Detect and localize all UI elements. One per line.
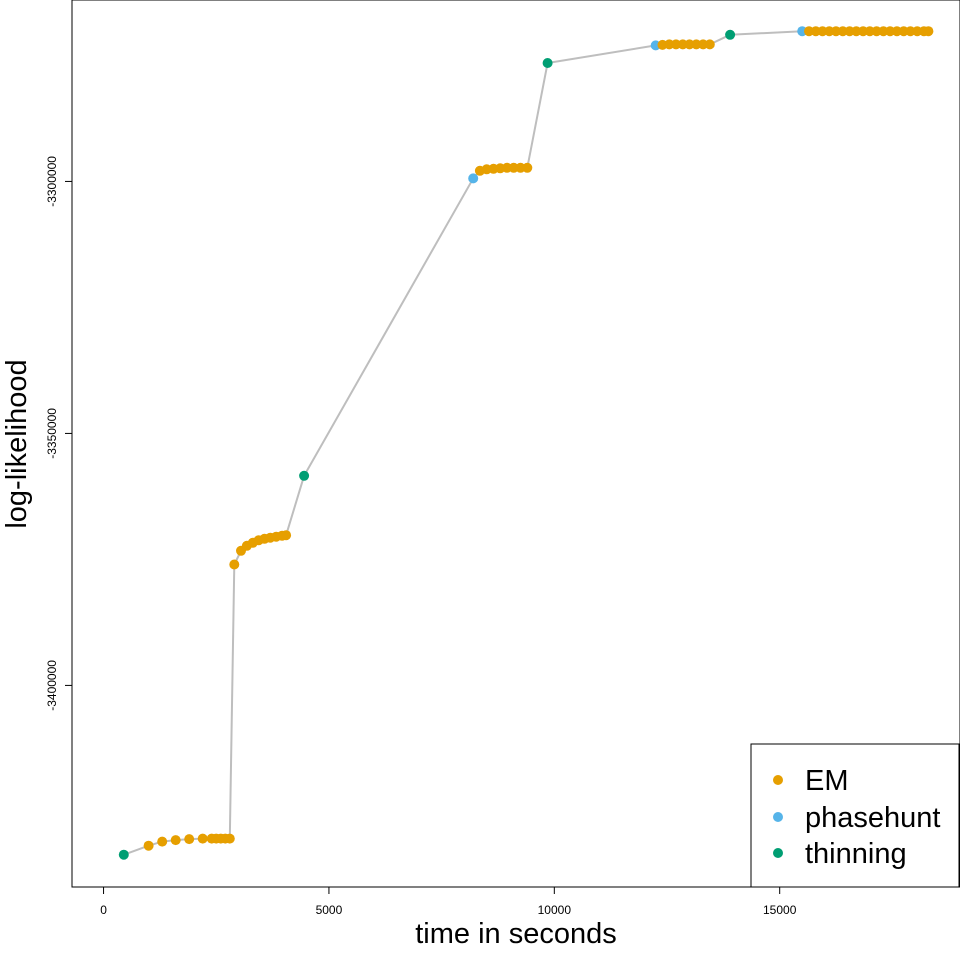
point-em bbox=[197, 833, 208, 844]
x-tick-label: 0 bbox=[100, 903, 107, 917]
x-tick-label: 10000 bbox=[538, 903, 572, 917]
legend-box bbox=[750, 743, 960, 888]
point-em bbox=[923, 26, 934, 37]
axes: 0 5000 10000 15000 -3300000 -3350000 -3400000 bbox=[45, 156, 797, 917]
point-thinning bbox=[118, 849, 129, 860]
point-em bbox=[224, 833, 235, 844]
point-em bbox=[704, 39, 715, 50]
point-phasehunt bbox=[468, 173, 479, 184]
point-em bbox=[170, 835, 181, 846]
point-em bbox=[229, 559, 240, 570]
y-tick-label: -3350000 bbox=[45, 408, 59, 459]
legend-marker-em bbox=[773, 775, 783, 785]
y-tick-label: -3400000 bbox=[45, 660, 59, 711]
x-tick-label: 5000 bbox=[316, 903, 343, 917]
point-thinning bbox=[725, 29, 736, 40]
point-em bbox=[184, 834, 195, 845]
legend-marker-thinning bbox=[773, 848, 783, 858]
point-em bbox=[143, 840, 154, 851]
data-points bbox=[118, 26, 934, 860]
y-tick-label: -3300000 bbox=[45, 156, 59, 207]
x-axis-title: time in seconds bbox=[415, 918, 617, 950]
legend-label-em: EM bbox=[805, 765, 849, 797]
point-thinning bbox=[299, 470, 310, 481]
y-axis-title: log-likelihood bbox=[1, 359, 33, 528]
x-tick-label: 15000 bbox=[763, 903, 797, 917]
plot-frame bbox=[71, 0, 960, 888]
point-em bbox=[281, 530, 292, 541]
legend-label-thinning: thinning bbox=[805, 838, 907, 870]
legend-label-phasehunt: phasehunt bbox=[805, 802, 940, 834]
point-em bbox=[157, 836, 168, 847]
point-em bbox=[522, 162, 533, 173]
trace-line bbox=[123, 30, 929, 856]
legend: EM phasehunt thinning bbox=[750, 743, 960, 888]
legend-marker-phasehunt bbox=[773, 812, 783, 822]
point-thinning bbox=[542, 58, 553, 68]
